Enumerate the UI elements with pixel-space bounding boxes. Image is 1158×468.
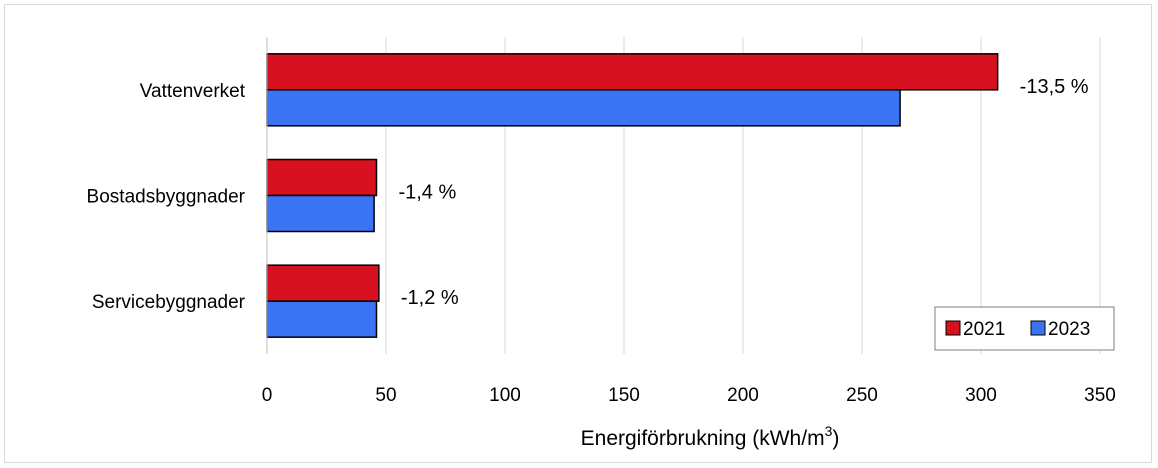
category-label-servicebyggnader: Servicebyggnader	[92, 292, 246, 313]
x-tick-labels: 0 50 100 150 200 250 300 350	[262, 385, 1116, 406]
legend-label-2023: 2023	[1048, 319, 1090, 340]
category-label-bostadsbyggnader: Bostadsbyggnader	[87, 187, 246, 208]
category-label-vattenverket: Vattenverket	[140, 81, 246, 102]
x-tick-250: 250	[846, 385, 878, 406]
bar-servicebyggnader-2023	[266, 300, 378, 338]
change-label-servicebyggnader: -1,2 %	[401, 287, 459, 309]
x-tick-100: 100	[489, 385, 521, 406]
x-tick-50: 50	[375, 385, 396, 406]
bar-vattenverket-2021	[266, 53, 999, 91]
change-label-bostadsbyggnader: -1,4 %	[398, 182, 456, 204]
x-tick-0: 0	[262, 385, 273, 406]
x-tick-300: 300	[965, 385, 997, 406]
legend-label-2021: 2021	[963, 319, 1005, 340]
change-label-vattenverket: -13,5 %	[1020, 76, 1089, 98]
x-tick-200: 200	[727, 385, 759, 406]
legend-box	[934, 306, 1115, 351]
legend: 2021 2023	[934, 306, 1115, 351]
change-labels: -13,5 % -1,4 % -1,2 %	[398, 76, 1088, 309]
bar-bostadsbyggnader-2023	[266, 194, 375, 233]
bars	[266, 53, 999, 338]
bar-servicebyggnader-2021	[266, 264, 380, 302]
x-tick-150: 150	[608, 385, 640, 406]
bar-bostadsbyggnader-2021	[266, 158, 378, 197]
category-labels: Vattenverket Bostadsbyggnader Servicebyggn…	[87, 81, 246, 313]
x-axis-title: Energiförbrukning (kWh/m3)	[581, 423, 840, 450]
bar-vattenverket-2023	[266, 89, 901, 127]
legend-swatch-2023	[1030, 320, 1046, 336]
x-tick-350: 350	[1084, 385, 1116, 406]
legend-swatch-2021	[945, 320, 961, 336]
